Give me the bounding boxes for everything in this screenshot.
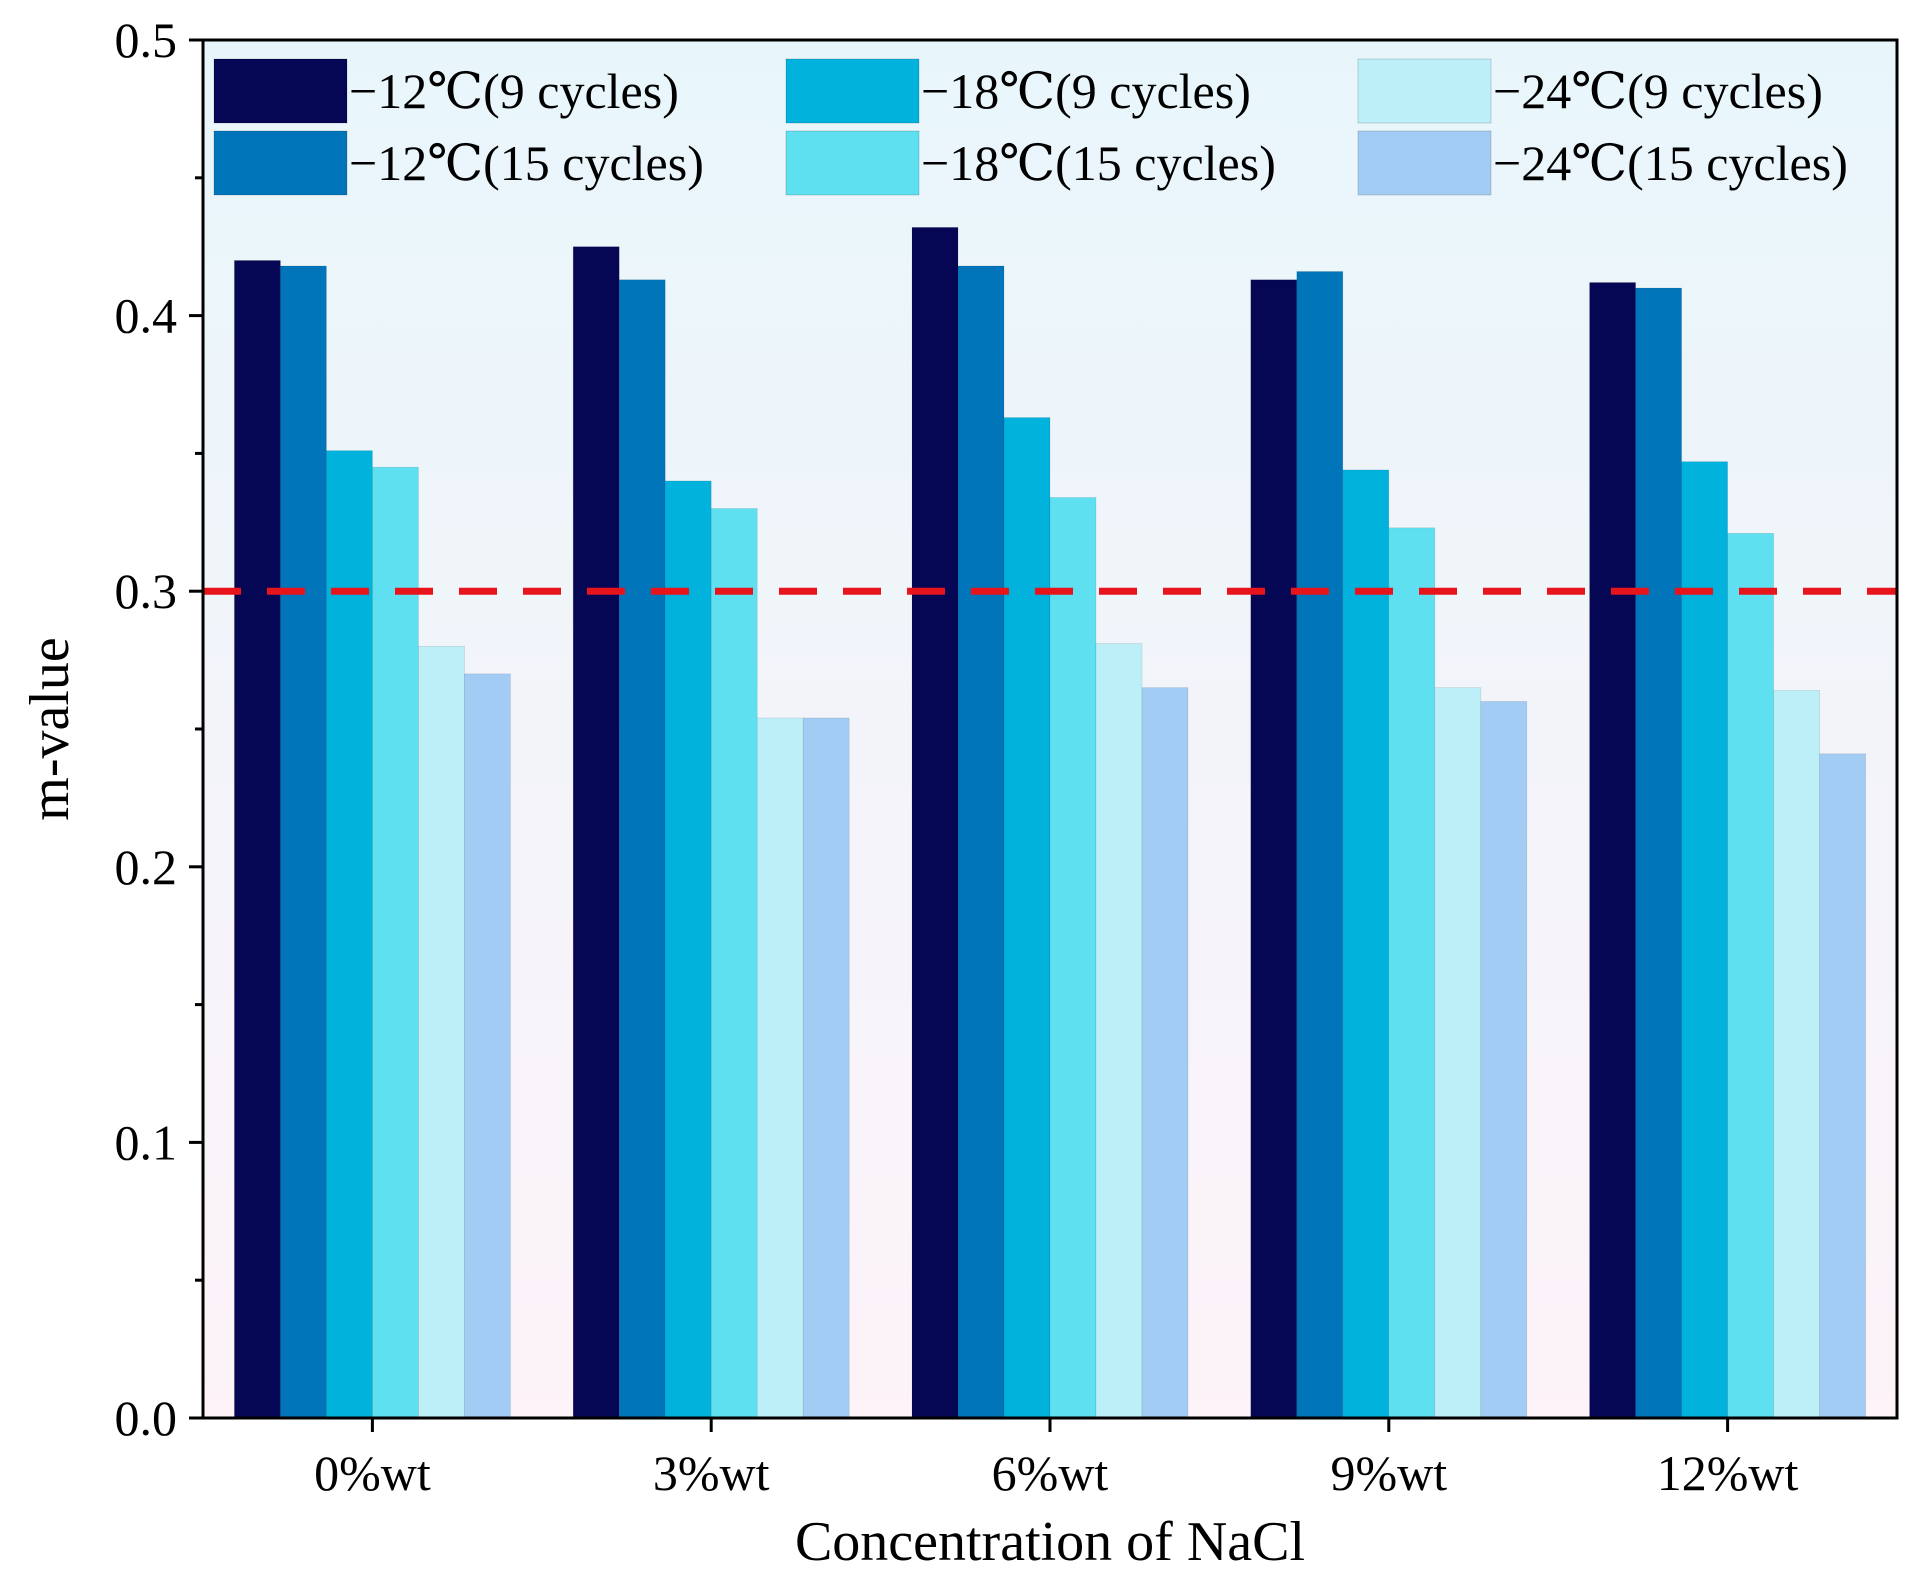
bar-0%wt-series-5 [464, 673, 511, 1419]
legend-label-3: −18℃(15 cycles) [921, 135, 1276, 191]
bar-9%wt-series-4 [1434, 687, 1482, 1419]
bar-9%wt-series-2 [1342, 469, 1390, 1419]
legend-swatch-3 [785, 130, 920, 196]
legend-swatch-0 [213, 58, 348, 124]
bar-12%wt-series-5 [1819, 753, 1866, 1419]
y-tick-label: 0.0 [115, 1390, 178, 1446]
bar-3%wt-series-2 [664, 480, 712, 1419]
bar-9%wt-series-5 [1480, 701, 1528, 1419]
y-axis: 0.0 0.1 0.2 0.3 0.4 0.5 [115, 12, 203, 1446]
bar-6%wt-series-4 [1095, 643, 1143, 1419]
y-tick-label: 0.1 [115, 1114, 178, 1170]
bar-6%wt-series-3 [1049, 497, 1097, 1419]
legend-swatch-4 [1357, 58, 1492, 124]
y-axis-title: m-value [19, 637, 81, 820]
legend-label-0: −12℃(9 cycles) [349, 63, 679, 119]
x-tick-label: 9%wt [1330, 1445, 1447, 1501]
bar-6%wt-series-2 [1003, 417, 1051, 1419]
bar-3%wt-series-0 [572, 246, 620, 1419]
bar-0%wt-series-2 [326, 450, 373, 1419]
legend-swatch-1 [213, 130, 348, 196]
x-tick-label: 6%wt [992, 1445, 1109, 1501]
legend-swatch-2 [785, 58, 920, 124]
bar-6%wt-series-1 [957, 265, 1005, 1419]
legend-swatch-5 [1357, 130, 1492, 196]
legend-label-5: −24℃(15 cycles) [1493, 135, 1848, 191]
y-tick-label: 0.4 [115, 288, 178, 344]
x-tick-label: 3%wt [653, 1445, 770, 1501]
bars-layer [234, 227, 1866, 1419]
bar-3%wt-series-3 [710, 508, 758, 1419]
legend-label-4: −24℃(9 cycles) [1493, 63, 1823, 119]
legend: −12℃(9 cycles) −12℃(15 cycles) −18℃(9 cycl… [213, 58, 1848, 196]
bar-3%wt-series-1 [618, 279, 666, 1419]
bar-12%wt-series-0 [1589, 282, 1636, 1419]
x-axis-title: Concentration of NaCl [795, 1511, 1305, 1570]
y-tick-label: 0.3 [115, 563, 178, 619]
bar-12%wt-series-4 [1773, 690, 1820, 1419]
x-tick-label: 12%wt [1657, 1445, 1799, 1501]
bar-9%wt-series-0 [1250, 279, 1298, 1419]
bar-0%wt-series-4 [418, 646, 465, 1419]
bar-3%wt-series-5 [802, 717, 850, 1419]
bar-9%wt-series-3 [1388, 527, 1436, 1419]
bar-12%wt-series-1 [1635, 287, 1682, 1419]
bar-12%wt-series-3 [1727, 533, 1774, 1419]
legend-label-2: −18℃(9 cycles) [921, 63, 1251, 119]
bar-6%wt-series-5 [1141, 687, 1189, 1419]
x-tick-label: 0%wt [314, 1445, 431, 1501]
legend-label-1: −12℃(15 cycles) [349, 135, 704, 191]
bar-0%wt-series-3 [372, 466, 419, 1419]
bar-6%wt-series-0 [911, 227, 959, 1419]
x-axis: 0%wt 3%wt 6%wt 9%wt 12%wt [314, 1418, 1799, 1501]
bar-12%wt-series-2 [1681, 461, 1728, 1419]
bar-9%wt-series-1 [1296, 271, 1344, 1419]
y-tick-label: 0.5 [115, 12, 178, 68]
bar-3%wt-series-4 [756, 717, 804, 1419]
bar-0%wt-series-0 [234, 260, 281, 1419]
y-tick-label: 0.2 [115, 839, 178, 895]
bar-0%wt-series-1 [280, 265, 327, 1419]
